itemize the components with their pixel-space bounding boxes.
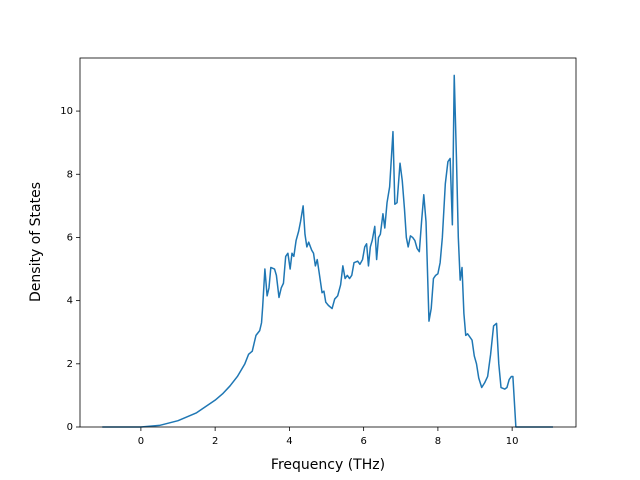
x-tick-label: 0	[138, 436, 144, 447]
y-tick-label: 10	[60, 106, 73, 117]
line-series	[102, 74, 553, 428]
y-axis-label: Density of States	[28, 182, 44, 302]
y-tick-label: 0	[67, 422, 73, 433]
y-tick-label: 4	[67, 296, 73, 307]
x-tick-label: 10	[506, 436, 519, 447]
x-axis-label: Frequency (THz)	[271, 457, 385, 473]
y-tick-label: 2	[67, 359, 73, 370]
x-tick-label: 8	[435, 436, 441, 447]
y-tick-label: 8	[67, 169, 73, 180]
x-tick-label: 4	[286, 436, 292, 447]
y-tick-label: 6	[67, 232, 73, 243]
plot-frame	[79, 57, 577, 428]
x-tick-label: 2	[212, 436, 218, 447]
x-tick-label: 6	[360, 436, 366, 447]
